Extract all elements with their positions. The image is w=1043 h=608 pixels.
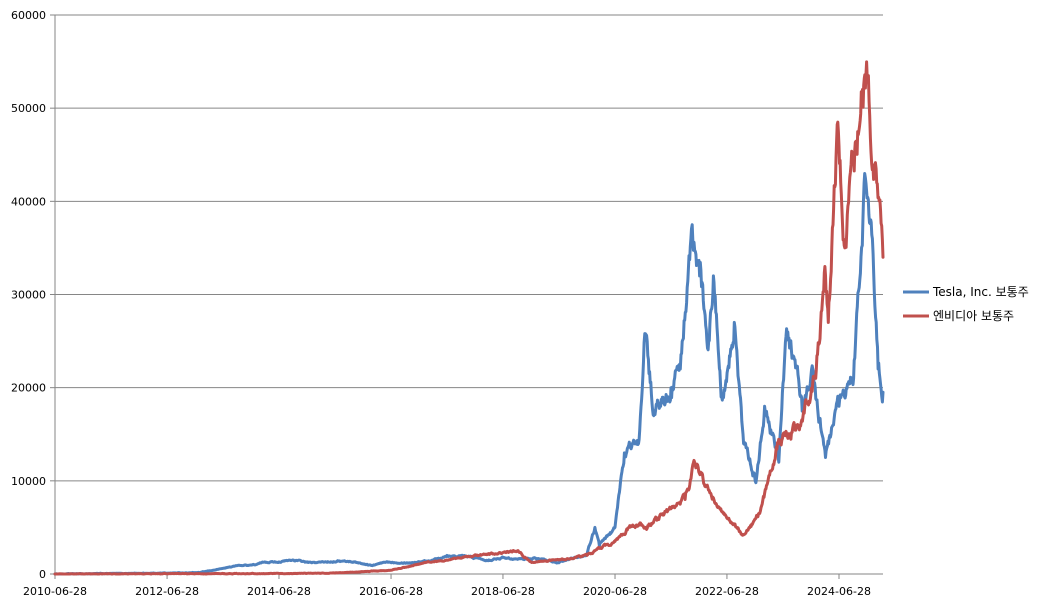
x-tick-label: 2018-06-28 [471, 585, 535, 598]
x-tick-label: 2010-06-28 [23, 585, 87, 598]
y-axis-tick-labels: 0 10000 20000 30000 40000 50000 60000 [11, 9, 46, 581]
y-tick-label: 60000 [11, 9, 46, 22]
y-tick-label: 30000 [11, 289, 46, 302]
x-tick-label: 2012-06-28 [135, 585, 199, 598]
y-tick-label: 50000 [11, 102, 46, 115]
legend-label: 엔비디아 보통주 [933, 309, 1014, 323]
x-tick-label: 2016-06-28 [359, 585, 423, 598]
x-tick-label: 2014-06-28 [247, 585, 311, 598]
x-tick-label: 2022-06-28 [695, 585, 759, 598]
series-line [53, 60, 885, 576]
x-axis-tick-labels: 2010-06-28 2012-06-28 2014-06-28 2016-06-28… [23, 585, 871, 598]
axes [50, 14, 883, 579]
x-tick-label: 2020-06-28 [583, 585, 647, 598]
gridlines [55, 14, 883, 482]
y-tick-label: 0 [39, 568, 46, 581]
series-lines [53, 60, 885, 576]
y-tick-label: 40000 [11, 195, 46, 208]
y-tick-label: 20000 [11, 382, 46, 395]
x-tick-label: 2024-06-28 [807, 585, 871, 598]
y-tick-label: 10000 [11, 475, 46, 488]
legend-label: Tesla, Inc. 보통주 [932, 285, 1029, 299]
